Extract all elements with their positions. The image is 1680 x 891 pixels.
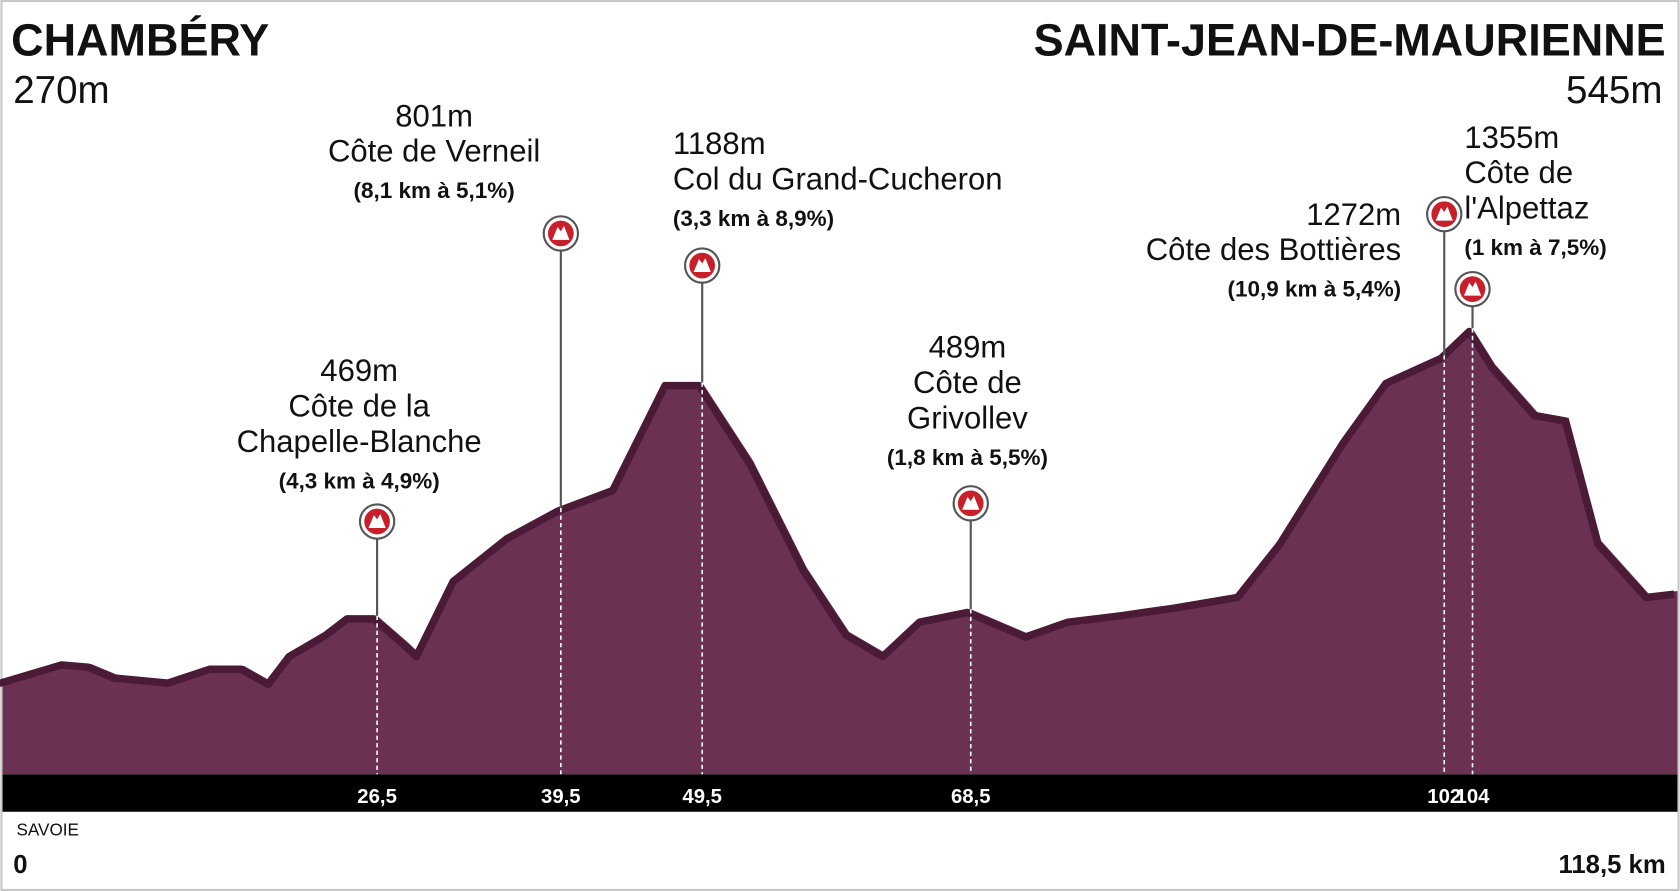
climb-name: Côte de xyxy=(1464,155,1573,190)
x-tick-label: 118,5 km xyxy=(1559,851,1666,879)
climb-name: Côte de la xyxy=(288,389,430,424)
climb-altitude: 1355m xyxy=(1464,120,1559,155)
km-label: 68,5 xyxy=(951,786,991,808)
climb-altitude: 469m xyxy=(320,353,398,388)
climb-altitude: 1272m xyxy=(1306,197,1401,232)
climb-altitude: 801m xyxy=(395,98,473,133)
climb-pin-icon xyxy=(1463,281,1482,296)
km-label: 39,5 xyxy=(541,786,581,808)
climb-name: Grivollev xyxy=(907,400,1028,435)
km-label: 104 xyxy=(1456,786,1491,808)
finish-name: SAINT-JEAN-DE-MAURIENNE xyxy=(1034,15,1666,66)
climb-name: l'Alpettaz xyxy=(1464,190,1589,225)
climb-name: Côte des Bottières xyxy=(1146,232,1401,267)
climb-altitude: 489m xyxy=(929,330,1007,365)
climb-detail: (4,3 km à 4,9%) xyxy=(279,468,440,493)
km-band xyxy=(2,774,1678,812)
climb-pin-icon xyxy=(368,514,386,528)
x-tick-label: 0 xyxy=(13,851,27,879)
climb-pin-icon xyxy=(1435,206,1453,221)
climb-detail: (8,1 km à 5,1%) xyxy=(354,178,515,203)
start-name: CHAMBÉRY xyxy=(11,15,269,66)
climb-detail: (10,9 km à 5,4%) xyxy=(1228,277,1402,302)
profile-ridge xyxy=(0,327,1675,689)
climb-pin-icon xyxy=(962,495,980,510)
climb-pin-icon xyxy=(552,225,570,240)
climb-name: Chapelle-Blanche xyxy=(237,424,482,459)
climb-name: Col du Grand-Cucheron xyxy=(673,162,1003,197)
climb-name: Côte de xyxy=(913,365,1022,400)
start-altitude: 270m xyxy=(13,69,109,112)
km-label: 26,5 xyxy=(357,786,397,808)
climb-name: Côte de Verneil xyxy=(328,134,540,169)
climb-detail: (1,8 km à 5,5%) xyxy=(887,445,1048,470)
region-label: SAVOIE xyxy=(16,819,79,839)
profile-area xyxy=(2,328,1678,775)
finish-altitude: 545m xyxy=(1566,69,1662,112)
climb-pin-icon xyxy=(693,258,711,273)
km-label: 49,5 xyxy=(682,786,722,808)
climb-altitude: 1188m xyxy=(673,126,766,161)
climb-detail: (1 km à 7,5%) xyxy=(1464,235,1606,260)
km-label: 102 xyxy=(1427,786,1461,808)
climb-detail: (3,3 km à 8,9%) xyxy=(673,206,834,231)
